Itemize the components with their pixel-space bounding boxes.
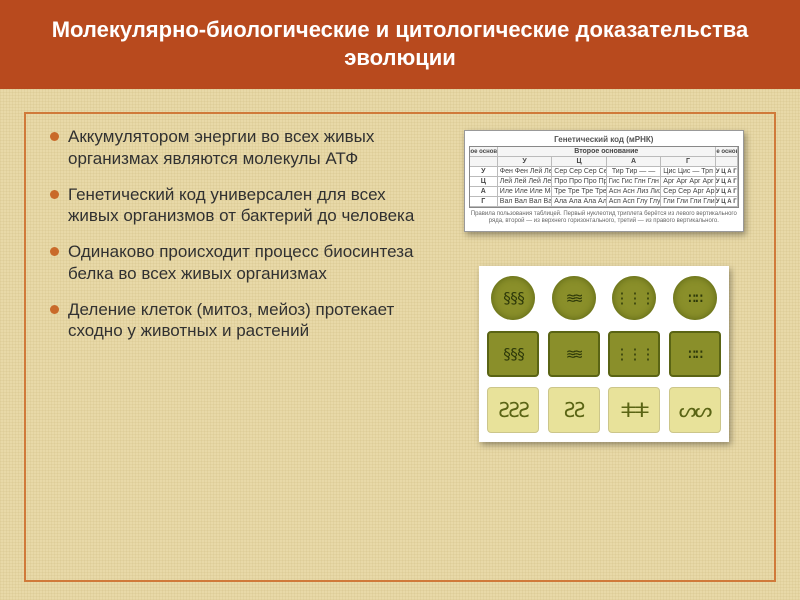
bullet-text: Генетический код универсален для всех жи… — [68, 185, 414, 226]
codon-col: А — [607, 157, 662, 167]
codon-col: У — [498, 157, 553, 167]
image-column: Генетический код (мРНК) Первое основание… — [450, 126, 758, 568]
codon-col: Ц — [552, 157, 607, 167]
codon-caption-top: Генетический код (мРНК) — [469, 135, 739, 144]
bullet-text: Аккумулятором энергии во всех живых орга… — [68, 127, 374, 168]
bullet-item: Деление клеток (митоз, мейоз) протекает … — [46, 299, 432, 343]
codon-cell: Вал Вал Вал Вал — [498, 197, 553, 207]
codon-hdr-left: Первое основание — [470, 147, 498, 157]
codon-cell: Лей Лей Лей Лей — [498, 177, 553, 187]
codon-row: Г — [470, 197, 498, 207]
mitosis-figure: §§§ ≋≋ ⋮⋮⋮ ∷∷ §§§ ≋≋ ⋮⋮⋮ ∷∷ ƧƧƧ ƧƧ ⵐⵐ ᔕᔕ — [479, 266, 729, 442]
codon-hdr-center: Второе основание — [498, 147, 716, 157]
codon-col: Г — [661, 157, 716, 167]
bullet-item: Аккумулятором энергии во всех живых орга… — [46, 126, 432, 170]
codon-cell: Гис Гис Глн Глн — [607, 177, 662, 187]
codon-cell: Фен Фен Лей Лей — [498, 167, 553, 177]
bullet-item: Генетический код универсален для всех жи… — [46, 184, 432, 228]
title-bar: Молекулярно-биологические и цитологическ… — [0, 0, 800, 89]
bullet-list: Аккумулятором энергии во всех живых орга… — [46, 126, 432, 342]
codon-cell: Сер Сер Сер Сер — [552, 167, 607, 177]
codon-cell: Асп Асп Глу Глу — [607, 197, 662, 207]
bullet-text: Одинаково происходит процесс биосинтеза … — [68, 242, 413, 283]
slide-title: Молекулярно-биологические и цитологическ… — [52, 17, 749, 70]
body-columns: Аккумулятором энергии во всех живых орга… — [46, 126, 758, 568]
codon-caption-bottom: Правила пользования таблицей. Первый нук… — [469, 211, 739, 225]
codon-cell: Тре Тре Тре Тре — [552, 187, 607, 197]
codon-row: У — [470, 167, 498, 177]
codon-cell: Иле Иле Иле Мет — [498, 187, 553, 197]
codon-table-figure: Генетический код (мРНК) Первое основание… — [464, 130, 744, 232]
codon-cell: Цис Цис — Трп — [661, 167, 716, 177]
codon-grid: Первое основание Второе основание Третье… — [469, 146, 739, 208]
slide: Молекулярно-биологические и цитологическ… — [0, 0, 800, 600]
codon-cell: Асн Асн Лиз Лиз — [607, 187, 662, 197]
bullet-item: Одинаково происходит процесс биосинтеза … — [46, 241, 432, 285]
codon-cell: Сер Сер Арг Арг — [661, 187, 716, 197]
codon-row: Ц — [470, 177, 498, 187]
codon-cell: Арг Арг Арг Арг — [661, 177, 716, 187]
codon-cell: Гли Гли Гли Гли — [661, 197, 716, 207]
bullet-text: Деление клеток (митоз, мейоз) протекает … — [68, 300, 394, 341]
codon-hdr-right: Третье основание — [716, 147, 738, 157]
codon-cell: Про Про Про Про — [552, 177, 607, 187]
content-area: Аккумулятором энергии во всех живых орга… — [24, 112, 776, 582]
codon-cell: Ала Ала Ала Ала — [552, 197, 607, 207]
codon-row: А — [470, 187, 498, 197]
text-column: Аккумулятором энергии во всех живых орга… — [46, 126, 432, 568]
codon-cell: Тир Тир — — — [607, 167, 662, 177]
